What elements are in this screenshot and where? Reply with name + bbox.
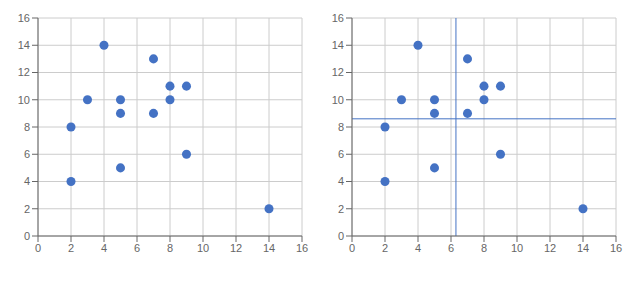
svg-text:4: 4 (101, 242, 107, 254)
svg-text:4: 4 (338, 175, 344, 187)
svg-text:16: 16 (296, 242, 308, 254)
svg-text:16: 16 (610, 242, 622, 254)
svg-text:10: 10 (511, 242, 523, 254)
svg-text:8: 8 (167, 242, 173, 254)
svg-text:14: 14 (332, 39, 344, 51)
svg-text:6: 6 (134, 242, 140, 254)
svg-text:6: 6 (448, 242, 454, 254)
svg-text:0: 0 (349, 242, 355, 254)
svg-text:12: 12 (332, 66, 344, 78)
svg-text:8: 8 (481, 242, 487, 254)
svg-text:2: 2 (68, 242, 74, 254)
svg-text:14: 14 (18, 39, 30, 51)
svg-text:12: 12 (544, 242, 556, 254)
svg-text:0: 0 (35, 242, 41, 254)
svg-text:2: 2 (382, 242, 388, 254)
svg-text:16: 16 (332, 12, 344, 24)
svg-text:2: 2 (338, 203, 344, 215)
svg-text:8: 8 (338, 121, 344, 133)
svg-text:6: 6 (24, 148, 30, 160)
svg-text:16: 16 (18, 12, 30, 24)
svg-text:14: 14 (263, 242, 275, 254)
svg-text:14: 14 (577, 242, 589, 254)
svg-text:10: 10 (197, 242, 209, 254)
svg-text:10: 10 (18, 94, 30, 106)
svg-text:2: 2 (24, 203, 30, 215)
svg-text:10: 10 (332, 94, 344, 106)
svg-text:4: 4 (415, 242, 421, 254)
svg-text:12: 12 (230, 242, 242, 254)
svg-text:0: 0 (24, 230, 30, 242)
svg-text:12: 12 (18, 66, 30, 78)
svg-text:0: 0 (338, 230, 344, 242)
svg-text:6: 6 (338, 148, 344, 160)
svg-text:8: 8 (24, 121, 30, 133)
svg-text:4: 4 (24, 175, 30, 187)
